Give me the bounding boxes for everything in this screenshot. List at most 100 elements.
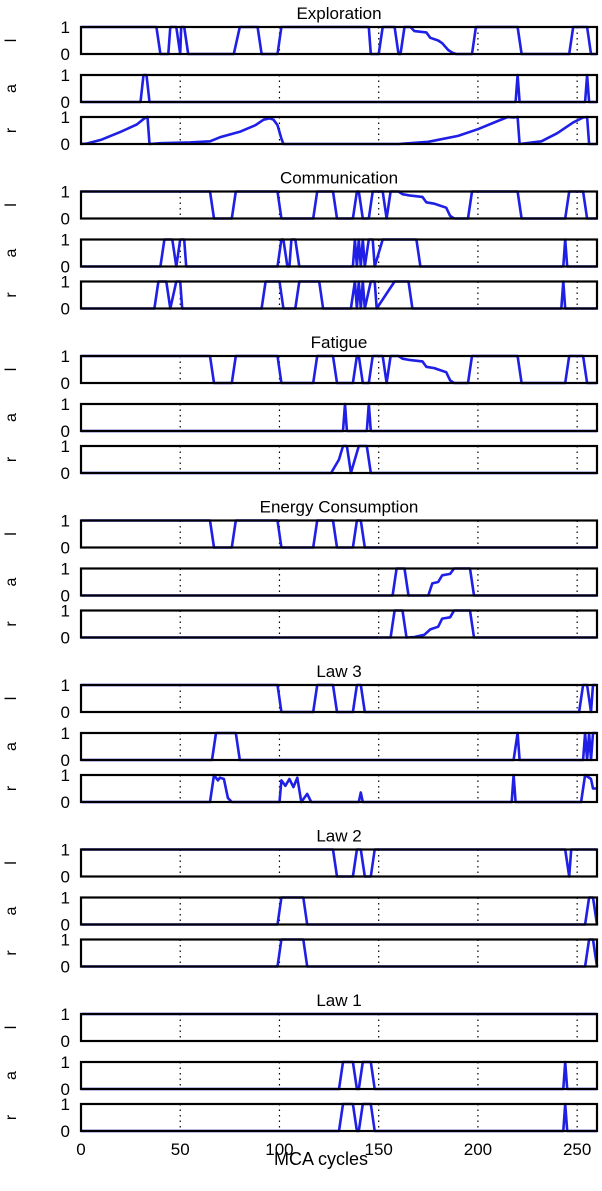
- row-label: l: [3, 861, 20, 865]
- series-line: [81, 683, 597, 714]
- y-tick-label: 0: [61, 210, 70, 229]
- series-line: [81, 402, 597, 433]
- y-tick-label: 0: [61, 1080, 70, 1099]
- series-line: [81, 773, 597, 804]
- y-tick-label: 0: [61, 751, 70, 770]
- y-tick-label: 1: [61, 18, 70, 37]
- y-tick-label: 0: [61, 93, 70, 112]
- row-label: r: [3, 127, 20, 133]
- axes-frame: [79, 402, 599, 433]
- y-tick-label: 1: [61, 273, 70, 292]
- y-tick-label: 1: [61, 1005, 70, 1024]
- y-tick-label: 0: [61, 464, 70, 483]
- axes-frame: [79, 73, 599, 104]
- y-tick-label: 0: [61, 868, 70, 887]
- y-tick-label: 1: [61, 347, 70, 366]
- panel-title: Law 1: [316, 991, 361, 1010]
- axes-frame: [79, 280, 599, 310]
- y-tick-label: 1: [61, 676, 70, 695]
- y-tick-label: 1: [61, 602, 70, 621]
- y-tick-label: 1: [61, 395, 70, 414]
- axes-frame: [79, 444, 599, 475]
- y-tick-label: 1: [61, 1095, 70, 1114]
- series-line: [81, 938, 599, 968]
- y-tick-label: 0: [61, 629, 70, 648]
- series-line: [81, 567, 597, 597]
- row-label: a: [3, 248, 20, 257]
- row-label: l: [3, 368, 20, 372]
- series-line: [81, 731, 597, 762]
- y-tick-label: 1: [61, 841, 70, 860]
- y-tick-label: 1: [61, 108, 70, 127]
- row-label: a: [3, 413, 20, 422]
- axes-frame: [79, 238, 599, 268]
- y-tick-label: 0: [61, 135, 70, 154]
- row-label: r: [3, 950, 20, 956]
- x-tick-label: 250: [563, 1140, 591, 1159]
- panel-title: Exploration: [296, 4, 381, 23]
- series-line: [81, 444, 597, 475]
- x-axis-label: MCA cycles: [273, 1149, 369, 1169]
- axes-frame: [79, 609, 599, 639]
- y-tick-label: 0: [61, 1122, 70, 1141]
- axes-frame: [79, 731, 599, 762]
- panel-title: Law 2: [316, 827, 361, 846]
- y-tick-label: 0: [61, 374, 70, 393]
- series-line: [81, 25, 597, 56]
- y-tick-label: 0: [61, 587, 70, 606]
- panel-title: Fatigue: [311, 333, 368, 352]
- row-label: l: [3, 39, 20, 43]
- row-label: r: [3, 456, 20, 462]
- series-line: [81, 896, 599, 926]
- series-line: [81, 238, 597, 268]
- row-label: l: [3, 532, 20, 536]
- y-tick-label: 0: [61, 703, 70, 722]
- y-tick-label: 1: [61, 889, 70, 908]
- y-tick-label: 1: [61, 931, 70, 950]
- y-tick-label: 0: [61, 916, 70, 935]
- x-tick-label: 150: [365, 1140, 393, 1159]
- series-line: [81, 609, 597, 639]
- row-label: l: [3, 1026, 20, 1030]
- x-tick-label: 0: [76, 1140, 85, 1159]
- panel-title: Law 3: [316, 662, 361, 681]
- y-tick-label: 0: [61, 539, 70, 558]
- panel-title: Energy Consumption: [260, 498, 419, 517]
- row-label: a: [3, 1071, 20, 1080]
- y-tick-label: 1: [61, 766, 70, 785]
- series-line: [81, 354, 597, 385]
- series-line: [81, 1060, 597, 1091]
- axes-frame: [79, 1060, 599, 1091]
- y-tick-label: 1: [61, 724, 70, 743]
- y-tick-label: 0: [61, 1032, 70, 1051]
- row-label: r: [3, 621, 20, 627]
- y-tick-label: 1: [61, 231, 70, 250]
- axes-frame: [79, 567, 599, 597]
- x-tick-label: 50: [171, 1140, 190, 1159]
- row-label: r: [3, 1114, 20, 1120]
- axes-frame: [79, 519, 599, 549]
- axes-frame: [79, 1102, 599, 1133]
- axes-frame: [79, 115, 599, 146]
- row-label: r: [3, 785, 20, 791]
- series-line: [81, 280, 597, 310]
- axes-frame: [79, 354, 599, 385]
- y-tick-label: 1: [61, 66, 70, 85]
- series-line: [81, 1102, 597, 1133]
- y-tick-label: 1: [61, 512, 70, 531]
- row-label: l: [3, 203, 20, 207]
- y-tick-label: 0: [61, 45, 70, 64]
- row-label: r: [3, 292, 20, 298]
- axes-frame: [79, 938, 599, 968]
- row-label: a: [3, 742, 20, 751]
- series-line: [80, 115, 597, 146]
- row-label: l: [3, 697, 20, 701]
- y-tick-label: 0: [61, 422, 70, 441]
- axes-frame: [79, 683, 599, 714]
- series-line: [81, 73, 597, 104]
- series-line: [81, 848, 597, 878]
- axes-frame: [79, 773, 599, 804]
- row-label: a: [3, 577, 20, 586]
